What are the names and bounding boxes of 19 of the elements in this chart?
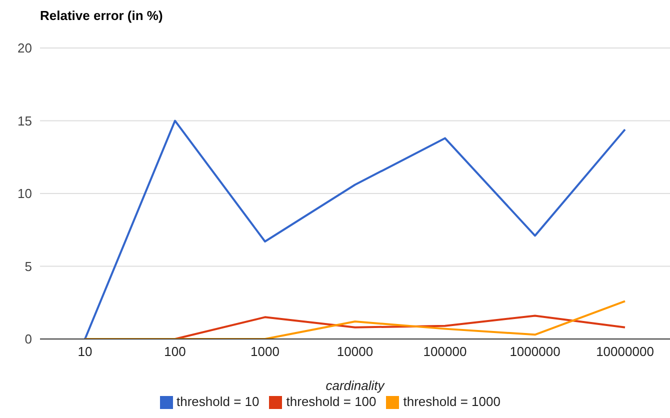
x-axis-title: cardinality (326, 378, 386, 393)
y-tick-label: 0 (24, 332, 32, 347)
x-tick-label: 10 (78, 344, 92, 360)
line-series (84, 120, 626, 339)
y-tick-label: 5 (24, 258, 32, 274)
line-series (84, 300, 626, 339)
y-tick-label: 10 (18, 186, 32, 202)
x-tick-label: 100 (164, 344, 186, 360)
x-tick-label: 10000000 (596, 344, 654, 360)
y-tick-label: 15 (18, 113, 32, 128)
x-tick-label: 1000 (250, 344, 280, 360)
x-tick-label: 100000 (423, 344, 467, 360)
legend-label: threshold = 1000 (403, 394, 500, 409)
legend-label: threshold = 10 (176, 394, 260, 409)
x-tick-label: 10000 (336, 344, 374, 360)
chart-title: Relative error (in %) (40, 8, 163, 23)
x-tick-label: 1000000 (510, 344, 560, 360)
y-tick-label: 20 (18, 40, 32, 56)
legend-label: threshold = 100 (286, 394, 376, 409)
